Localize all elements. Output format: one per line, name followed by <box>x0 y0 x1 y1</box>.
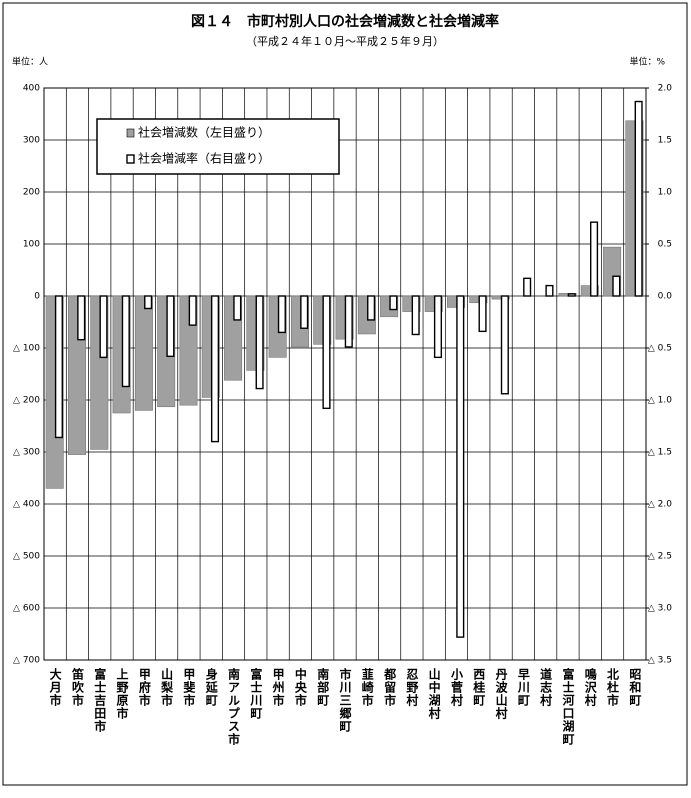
x-tick-label: 丹波山村 <box>494 668 508 720</box>
x-tick-label: 上野原市 <box>115 667 129 720</box>
x-tick-label: 西桂町 <box>472 668 486 707</box>
y-tick-label: △ 400 <box>13 500 40 510</box>
y-tick-label: △ 100 <box>13 344 40 354</box>
bar <box>500 295 509 395</box>
x-tick-label: 富士川町 <box>249 667 263 720</box>
bar <box>456 295 465 638</box>
legend-label: 社会増減数（左目盛り） <box>138 125 270 140</box>
bar <box>144 295 153 310</box>
bar <box>411 295 420 336</box>
y2-tick-label: 0.5 <box>658 240 672 250</box>
x-tick-label: 南アルプス市 <box>227 667 241 746</box>
bar <box>558 293 577 297</box>
bar <box>433 295 443 359</box>
bar <box>210 295 220 443</box>
bar <box>469 295 488 304</box>
x-tick-label: 大月市 <box>48 667 62 707</box>
x-tick-label: 富士吉田市 <box>93 667 107 733</box>
x-tick-label: 山中湖村 <box>427 667 441 720</box>
legend-label: 社会増減率（右目盛り） <box>138 151 270 166</box>
y2-tick-label: △ 0.5 <box>648 344 672 354</box>
bar <box>77 295 86 341</box>
y-tick-label: 0 <box>34 292 40 302</box>
y-tick-label: △ 300 <box>13 448 40 458</box>
y2-tick-label: △ 3.5 <box>648 656 672 666</box>
y-unit-label: 単位：人 <box>12 56 48 68</box>
y-tick-label: △ 200 <box>13 396 40 406</box>
bar <box>54 295 63 439</box>
x-tick-label: 身延町 <box>204 667 218 707</box>
x-tick-label: 早川町 <box>516 668 530 707</box>
bar <box>233 295 242 321</box>
legend-swatch <box>126 154 135 164</box>
bar <box>134 295 153 411</box>
bar <box>277 295 286 334</box>
y2-tick-label: 2.0 <box>658 84 673 94</box>
legend-swatch <box>126 128 135 138</box>
y2-tick-label: △ 1.5 <box>648 448 672 458</box>
y-tick-label: 300 <box>23 136 40 146</box>
bar <box>255 295 264 390</box>
bar <box>322 295 331 410</box>
x-tick-label: 中央市 <box>293 667 307 707</box>
bar <box>389 295 398 311</box>
bar <box>590 221 599 297</box>
x-tick-label: 甲州市 <box>271 668 285 707</box>
bar <box>367 295 376 321</box>
bar <box>188 295 197 326</box>
x-tick-label: 南部町 <box>316 667 330 707</box>
bar <box>580 285 599 297</box>
y2-tick-label: △ 2.5 <box>648 552 672 562</box>
x-tick-label: 山梨市 <box>160 667 174 707</box>
x-tick-label: 北杜市 <box>606 667 620 707</box>
y2-tick-label: 1.0 <box>658 188 673 198</box>
bar <box>99 295 108 359</box>
x-tick-label: 笛吹市 <box>70 667 84 707</box>
bar <box>545 284 554 297</box>
y-tick-label: 400 <box>23 84 40 94</box>
y-tick-label: △ 600 <box>13 604 40 614</box>
x-tick-label: 道志村 <box>539 667 553 707</box>
legend-box <box>96 118 340 175</box>
x-tick-label: 甲斐市 <box>182 668 196 707</box>
y2-tick-label: △ 3.0 <box>648 604 672 614</box>
x-tick-label: 小菅村 <box>449 667 463 707</box>
y2-tick-label: 1.5 <box>658 136 672 146</box>
bar <box>612 275 621 297</box>
y-tick-label: 100 <box>23 240 40 250</box>
y2-tick-label: 0.0 <box>658 292 673 302</box>
x-tick-label: 都留市 <box>383 667 397 707</box>
y-tick-label: △ 700 <box>13 656 40 666</box>
bar <box>166 295 175 358</box>
bar <box>300 295 309 329</box>
y-tick-label: △ 500 <box>13 552 40 562</box>
x-tick-label: 市川三郷町 <box>338 667 352 733</box>
bar <box>567 293 576 297</box>
x-tick-label: 鳴沢村 <box>583 667 597 707</box>
bar <box>478 295 487 333</box>
x-tick-label: 韮崎市 <box>360 667 374 707</box>
y2-unit-label: 単位：% <box>629 56 665 68</box>
bar <box>523 277 532 297</box>
y-tick-label: 200 <box>23 188 40 198</box>
y2-tick-label: △ 2.0 <box>648 500 672 510</box>
x-tick-label: 甲府市 <box>137 668 151 707</box>
x-tick-label: 富士河口湖町 <box>561 667 575 746</box>
frame <box>2 2 688 786</box>
chart-subtitle: （平成２４年１０月～平成２５年９月） <box>246 34 444 48</box>
bar <box>344 295 353 348</box>
y2-tick-label: △ 1.0 <box>648 396 672 406</box>
chart-title: 図１４ 市町村別人口の社会増減数と社会増減率 <box>191 13 499 30</box>
x-tick-label: 昭和町 <box>628 668 642 707</box>
x-tick-label: 忍野村 <box>405 668 419 707</box>
bar <box>491 295 510 300</box>
bar <box>121 295 130 388</box>
bar <box>634 100 643 297</box>
bar <box>447 295 466 308</box>
